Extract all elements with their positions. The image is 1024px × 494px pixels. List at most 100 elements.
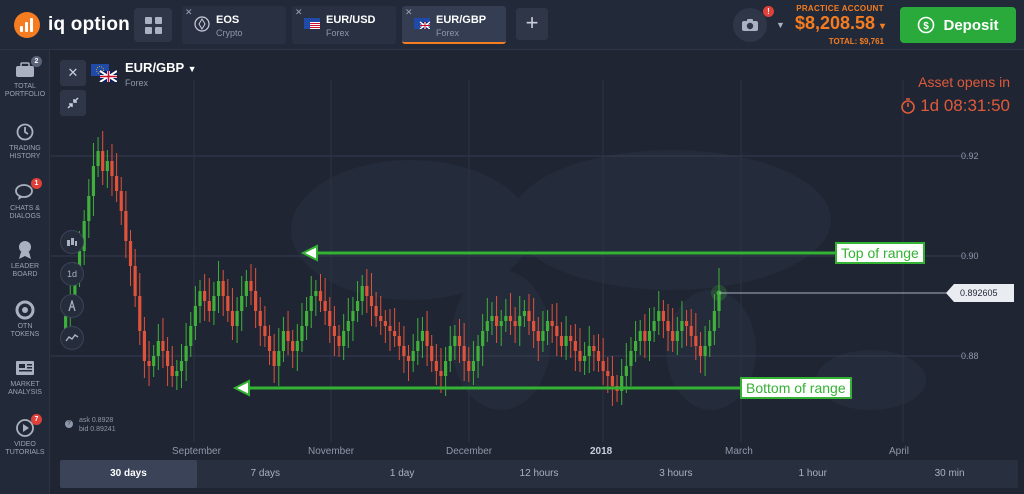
market-analysis-icon bbox=[14, 358, 36, 378]
deposit-label: Deposit bbox=[943, 16, 999, 34]
sidebar-item-portfolio[interactable]: 2 TOTAL PORTFOLIO bbox=[0, 56, 50, 99]
chart-type-button[interactable] bbox=[60, 230, 84, 254]
tab-eos[interactable]: ✕ EOS Crypto bbox=[182, 6, 286, 44]
interval-button[interactable]: 1d bbox=[60, 262, 84, 286]
deposit-button[interactable]: $ Deposit bbox=[900, 7, 1016, 43]
sidebar-item-label: LEADER bbox=[10, 263, 39, 270]
close-icon[interactable]: ✕ bbox=[185, 7, 193, 17]
grid-icon bbox=[144, 16, 162, 34]
sidebar-item-market-analysis[interactable]: MARKET ANALYSIS bbox=[0, 358, 50, 397]
candle-body bbox=[355, 301, 360, 311]
candle-body bbox=[138, 296, 142, 331]
candle-body bbox=[494, 316, 499, 326]
account-balance[interactable]: PRACTICE ACCOUNT $8,208.58 ▾ TOTAL: $9,7… bbox=[788, 4, 892, 46]
candle-body bbox=[91, 166, 96, 196]
collapse-button[interactable] bbox=[60, 90, 86, 116]
price-chart[interactable] bbox=[51, 50, 1024, 494]
candle-body bbox=[365, 286, 369, 296]
help-icon[interactable]: ? bbox=[65, 420, 73, 428]
candle-body bbox=[643, 331, 647, 341]
otn-token-icon bbox=[14, 300, 36, 320]
camera-icon bbox=[742, 19, 758, 31]
sidebar-item-leaderboard[interactable]: LEADER BOARD bbox=[0, 240, 50, 279]
candle-body bbox=[448, 346, 452, 361]
candle-body bbox=[165, 351, 170, 366]
candle-body bbox=[467, 361, 471, 371]
timeframe-3-hours[interactable]: 3 hours bbox=[659, 468, 693, 479]
notification-badge: 1 bbox=[31, 178, 42, 189]
candle-body bbox=[666, 321, 670, 331]
sidebar-item-chats[interactable]: 1 CHATS & DIALOGS bbox=[0, 178, 50, 221]
chart-area[interactable]: ✕ EUR/GBP ▼ Forex Asset opens in 1d 08:3… bbox=[51, 50, 1024, 494]
tab-sub: Forex bbox=[436, 28, 460, 38]
eu-gb-flag-icon bbox=[91, 64, 117, 82]
sidebar-item-history[interactable]: TRADING HISTORY bbox=[0, 122, 50, 161]
candle-body bbox=[203, 291, 207, 301]
camera-button[interactable] bbox=[733, 8, 767, 42]
close-icon[interactable]: ✕ bbox=[295, 7, 303, 17]
camera-alert-badge: ! bbox=[763, 6, 774, 17]
chevron-down-icon[interactable]: ▼ bbox=[776, 20, 785, 30]
candle-body bbox=[263, 326, 267, 336]
candle-body bbox=[536, 331, 540, 341]
svg-text:$: $ bbox=[924, 21, 930, 32]
asset-selector[interactable]: EUR/GBP ▼ bbox=[125, 60, 197, 75]
timeframe-1-day[interactable]: 1 day bbox=[389, 468, 415, 479]
candle-body bbox=[300, 326, 304, 341]
timeframe-7-days[interactable]: 7 days bbox=[250, 468, 281, 479]
candle-body bbox=[374, 306, 378, 316]
candle-body bbox=[147, 361, 151, 366]
account-type-label: PRACTICE ACCOUNT bbox=[796, 4, 884, 13]
candle-body bbox=[314, 291, 318, 296]
sidebar-item-label: DIALOGS bbox=[9, 213, 41, 220]
sidebar-item-otn-tokens[interactable]: OTN TOKENS bbox=[0, 300, 50, 339]
timeframe-30-min[interactable]: 30 min bbox=[934, 468, 965, 479]
candle-body bbox=[573, 341, 577, 351]
candle-body bbox=[652, 321, 656, 331]
drawing-tools-button[interactable] bbox=[60, 294, 84, 318]
candle-body bbox=[101, 151, 105, 171]
eos-icon bbox=[194, 16, 210, 32]
candle-body bbox=[430, 346, 434, 361]
timeframe-1-hour[interactable]: 1 hour bbox=[798, 468, 827, 479]
indicators-button[interactable] bbox=[60, 326, 84, 350]
tab-name: EUR/GBP bbox=[436, 14, 487, 26]
leaderboard-icon bbox=[14, 240, 36, 260]
iq-option-logo[interactable]: iq option bbox=[14, 12, 130, 38]
candle-body bbox=[244, 281, 248, 296]
top-of-range-label: Top of range bbox=[835, 242, 925, 264]
sidebar-item-video-tutorials[interactable]: 7 VIDEO TUTORIALS bbox=[0, 414, 50, 457]
candle-body bbox=[698, 346, 703, 356]
candle-body bbox=[124, 211, 128, 241]
candle-body bbox=[633, 341, 638, 351]
close-chart-button[interactable]: ✕ bbox=[60, 60, 86, 86]
candle-body bbox=[212, 296, 216, 311]
close-icon[interactable]: ✕ bbox=[405, 7, 413, 17]
candle-body bbox=[216, 281, 221, 296]
candle-body bbox=[601, 361, 605, 371]
candle-body bbox=[684, 321, 689, 326]
sidebar-item-label: TUTORIALS bbox=[5, 449, 45, 456]
bottom-range-arrowhead bbox=[232, 379, 250, 397]
tab-eur-usd[interactable]: ✕ EUR/USD Forex bbox=[292, 6, 396, 44]
sidebar-item-label: BOARD bbox=[12, 271, 38, 278]
candle-body bbox=[73, 276, 77, 296]
add-tab-button[interactable]: + bbox=[516, 8, 548, 40]
logo-bars-icon bbox=[14, 12, 40, 38]
candle-body bbox=[661, 311, 665, 321]
sidebar-item-label: CHATS & bbox=[10, 205, 40, 212]
timeframe-12-hours[interactable]: 12 hours bbox=[519, 468, 559, 479]
asset-grid-button[interactable] bbox=[134, 8, 172, 42]
candle-body bbox=[304, 311, 309, 326]
tab-eur-gbp[interactable]: ✕ EUR/GBP Forex bbox=[402, 6, 506, 44]
top-range-arrowhead bbox=[300, 244, 318, 262]
candle-body bbox=[638, 331, 642, 341]
timeframe-30-days[interactable]: 30 days bbox=[60, 460, 197, 488]
candle-body bbox=[193, 306, 197, 326]
sidebar-item-label: TOKENS bbox=[10, 331, 40, 338]
tab-name: EUR/USD bbox=[326, 14, 376, 26]
bottom-of-range-label: Bottom of range bbox=[740, 377, 852, 399]
candle-body bbox=[717, 291, 721, 311]
candle-body bbox=[694, 336, 698, 346]
range-annotations bbox=[232, 244, 835, 397]
